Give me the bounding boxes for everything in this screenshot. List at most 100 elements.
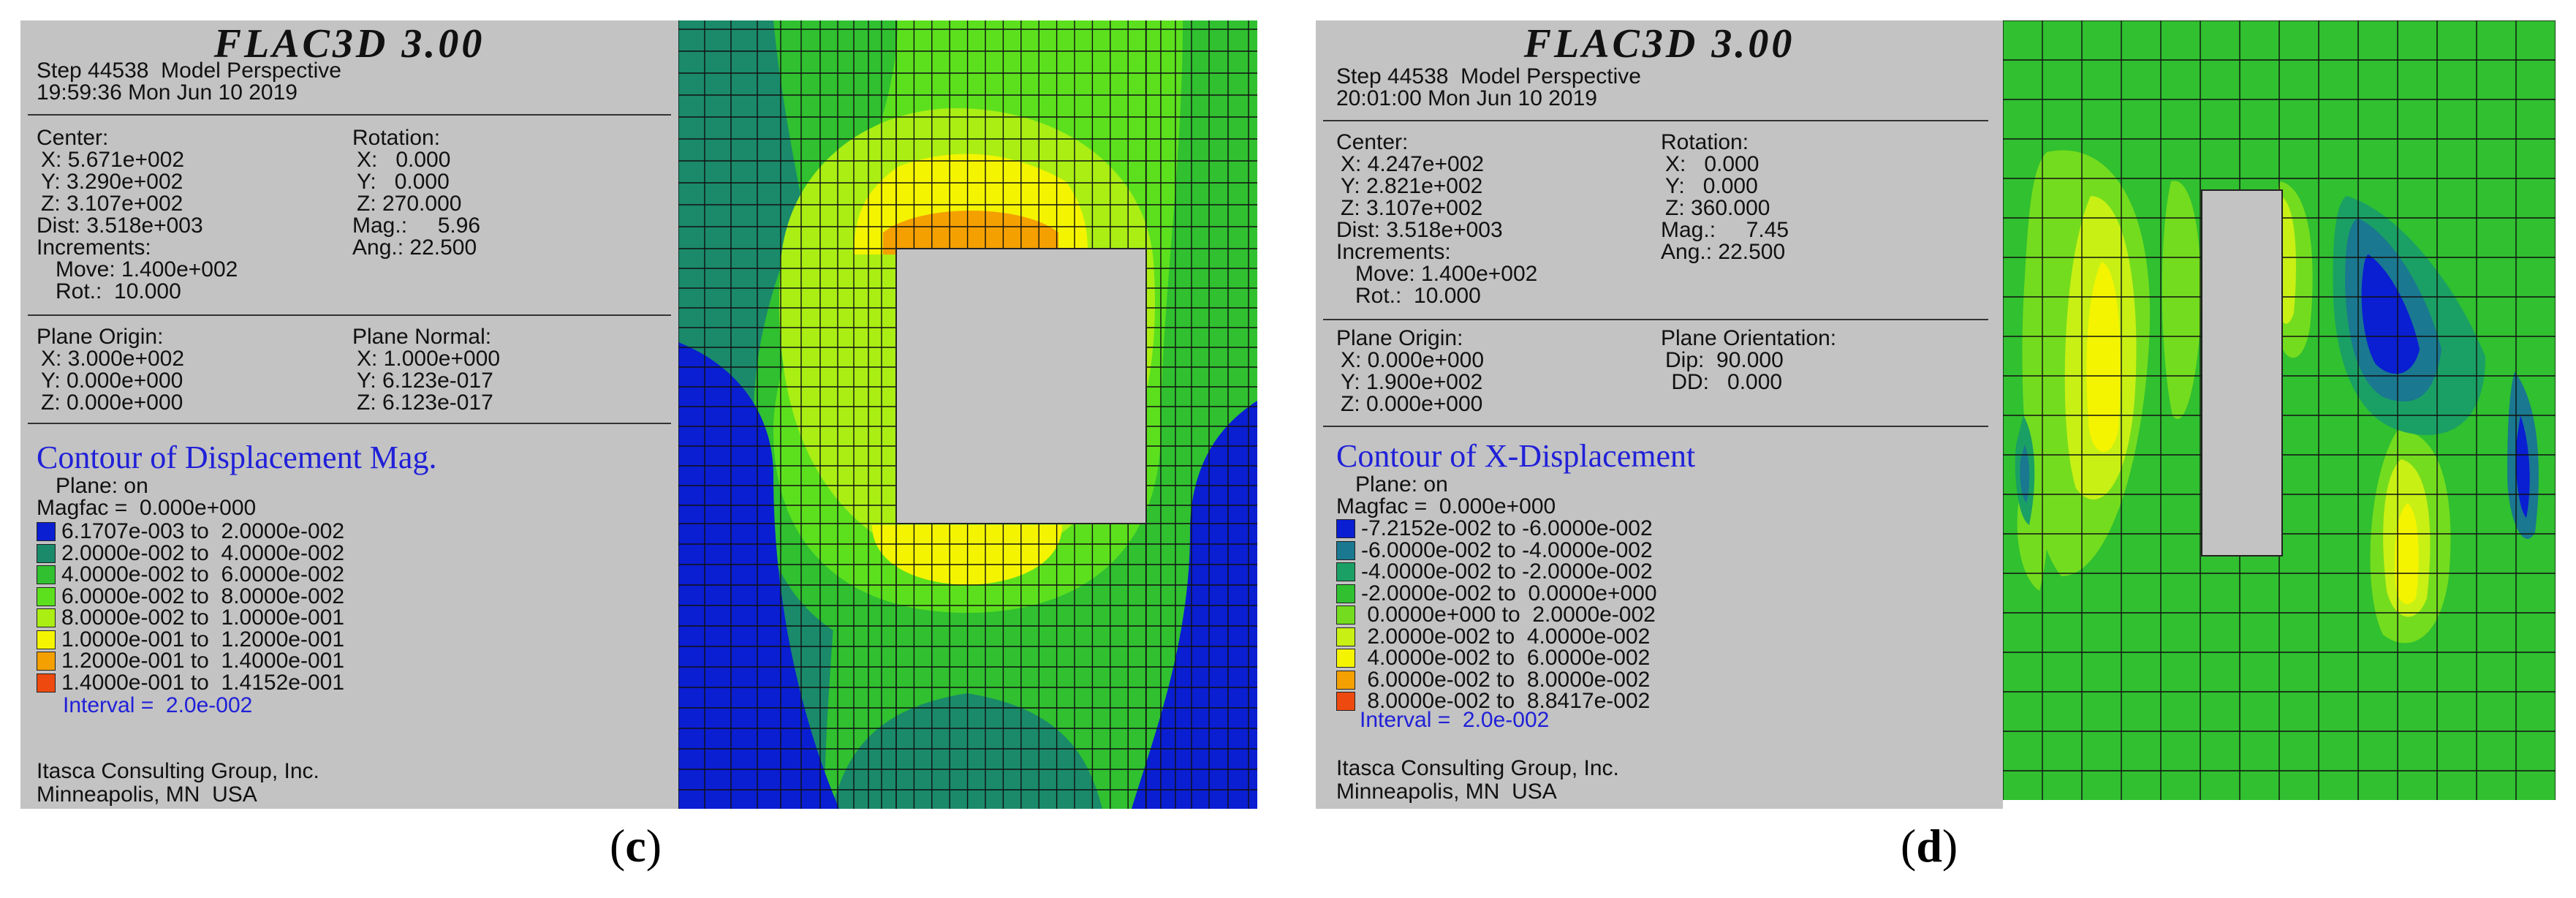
legend-label: 1.0000e-001 to 1.2000e-001 [61,627,344,652]
rot: Rot.: 10.000 [56,279,181,303]
legend-item: 6.0000e-002 to 8.0000e-002 [37,584,665,608]
interval: Interval = 2.0e-002 [1360,708,1550,732]
location: Minneapolis, MN USA [37,782,257,807]
mesh-grid [2003,20,2556,800]
contour-title: Contour of Displacement Mag. [37,439,437,475]
legend-swatch [37,673,56,693]
legend-item: 8.0000e-002 to 8.8417e-002 [1336,689,1994,713]
rot: Rot.: 10.000 [1355,284,1481,308]
legend-item: 1.4000e-001 to 1.4152e-001 [37,671,665,693]
legend: 6.1707e-003 to 2.0000e-002 2.0000e-002 to… [37,521,665,711]
divider [1323,426,1988,427]
center-x: X: 4.247e+002 [1341,152,1485,176]
rotation-z: Z: 360.000 [1665,196,1770,220]
rotation-x: X: 0.000 [357,148,451,172]
contour-band-2 [2020,445,2030,503]
caption-c: (c) [610,820,662,872]
contour-plot-d [2003,20,2556,800]
plane-normal-z: Z: 6.123e-017 [357,390,493,415]
panel-c: FLAC3D 3.00 Step 44538 Model Perspective… [20,20,1257,809]
plane-on: Plane: on [56,474,148,498]
plane-origin-label: Plane Origin: [1336,326,1463,350]
excavation-opening [895,248,1147,524]
center-label: Center: [37,126,109,150]
info-panel-c: FLAC3D 3.00 Step 44538 Model Perspective… [20,20,678,809]
legend-swatch [1336,540,1355,560]
contour-title: Contour of X-Displacement [1336,438,1696,474]
time-line: 19:59:36 Mon Jun 10 2019 [37,80,298,105]
legend-swatch [1336,562,1355,581]
legend-swatch [1336,670,1355,690]
dist: Dist: 3.518e+003 [37,214,203,238]
plane-normal-x: X: 1.000e+000 [357,347,501,371]
legend-item: 8.0000e-002 to 1.0000e-001 [37,607,665,629]
panel-d: FLAC3D 3.00 Step 44538 Model Perspective… [1316,20,2556,809]
center-label: Center: [1336,130,1409,154]
legend-label: 2.0000e-002 to 4.0000e-002 [61,540,344,565]
rotation-label: Rotation: [352,126,441,150]
excavation-opening [2201,189,2283,556]
divider [1323,319,1988,320]
caption-letter: d [1916,820,1942,872]
rotation-y: Y: 0.000 [1665,174,1758,198]
legend-label: 1.2000e-001 to 1.4000e-001 [61,649,344,673]
location: Minneapolis, MN USA [1336,780,1557,804]
legend-label: 8.0000e-002 to 8.8417e-002 [1361,689,1651,713]
legend-item: 6.0000e-002 to 8.0000e-002 [1336,667,1994,692]
legend-item: -4.0000e-002 to -2.0000e-002 [1336,559,1994,584]
legend-label: -6.0000e-002 to -4.0000e-002 [1361,537,1653,562]
contour-band-1 [2515,415,2530,518]
app-title: FLAC3D 3.00 [213,21,485,67]
rotation-z: Z: 270.000 [357,192,462,216]
rotation-y: Y: 0.000 [357,170,450,194]
center-z: Z: 3.107e+002 [41,192,183,216]
contour-plot-c [678,20,1257,809]
center-y: Y: 2.821e+002 [1341,174,1483,198]
plane-on: Plane: on [1355,472,1448,497]
legend-label: 0.0000e+000 to 2.0000e-002 [1361,603,1656,627]
plane-origin-x: X: 3.000e+002 [41,347,185,371]
legend-swatch [37,543,56,563]
legend-item: 0.0000e+000 to 2.0000e-002 [1336,603,1994,627]
contour-band-7 [883,211,1058,254]
legend-label: 6.0000e-002 to 8.0000e-002 [61,584,344,608]
caption-letter: c [625,820,646,872]
center-y: Y: 3.290e+002 [41,170,183,194]
legend-swatch [37,630,56,649]
mag: Mag.: 7.45 [1661,218,1789,242]
contour-plot-svg [2003,20,2556,800]
interval: Interval = 2.0e-002 [63,693,253,717]
legend-label: 4.0000e-002 to 6.0000e-002 [1361,646,1651,670]
magfac: Magfac = 0.000e+000 [1336,494,1556,518]
plane-origin-y: Y: 1.900e+002 [1341,370,1483,394]
legend-swatch [1336,605,1355,625]
increments-label: Increments: [37,235,151,260]
legend-label: -2.0000e-002 to 0.0000e+000 [1361,581,1657,605]
ang: Ang.: 22.500 [352,235,477,260]
company: Itasca Consulting Group, Inc. [1336,756,1619,780]
plane-normal-y: Y: 6.123e-017 [357,369,493,393]
legend-swatch [1336,627,1355,646]
rotation-x: X: 0.000 [1665,152,1759,176]
caption-d: (d) [1901,820,1958,872]
plane-origin-y: Y: 0.000e+000 [41,369,183,393]
legend-item: 4.0000e-002 to 6.0000e-002 [37,564,665,586]
legend-label: 6.0000e-002 to 8.0000e-002 [1361,667,1651,692]
move: Move: 1.400e+002 [56,257,238,282]
step-line: Step 44538 Model Perspective [37,59,341,83]
legend-label: -7.2152e-002 to -6.0000e-002 [1361,516,1653,540]
step-line: Step 44538 Model Perspective [1336,64,1641,88]
legend-item: 2.0000e-002 to 4.0000e-002 [1336,625,1994,647]
legend-label: -4.0000e-002 to -2.0000e-002 [1361,559,1653,584]
time-line: 20:01:00 Mon Jun 10 2019 [1336,86,1597,110]
legend-item: 6.1707e-003 to 2.0000e-002 [37,519,665,543]
legend-swatch [1336,649,1355,668]
center-z: Z: 3.107e+002 [1341,196,1483,220]
contour-plot-svg [678,20,1257,809]
divider [28,114,671,116]
legend-swatch [37,586,56,606]
ang: Ang.: 22.500 [1661,240,1786,264]
legend-swatch [37,608,56,627]
legend-label: 6.1707e-003 to 2.0000e-002 [61,519,344,543]
legend-item: -6.0000e-002 to -4.0000e-002 [1336,537,1994,562]
